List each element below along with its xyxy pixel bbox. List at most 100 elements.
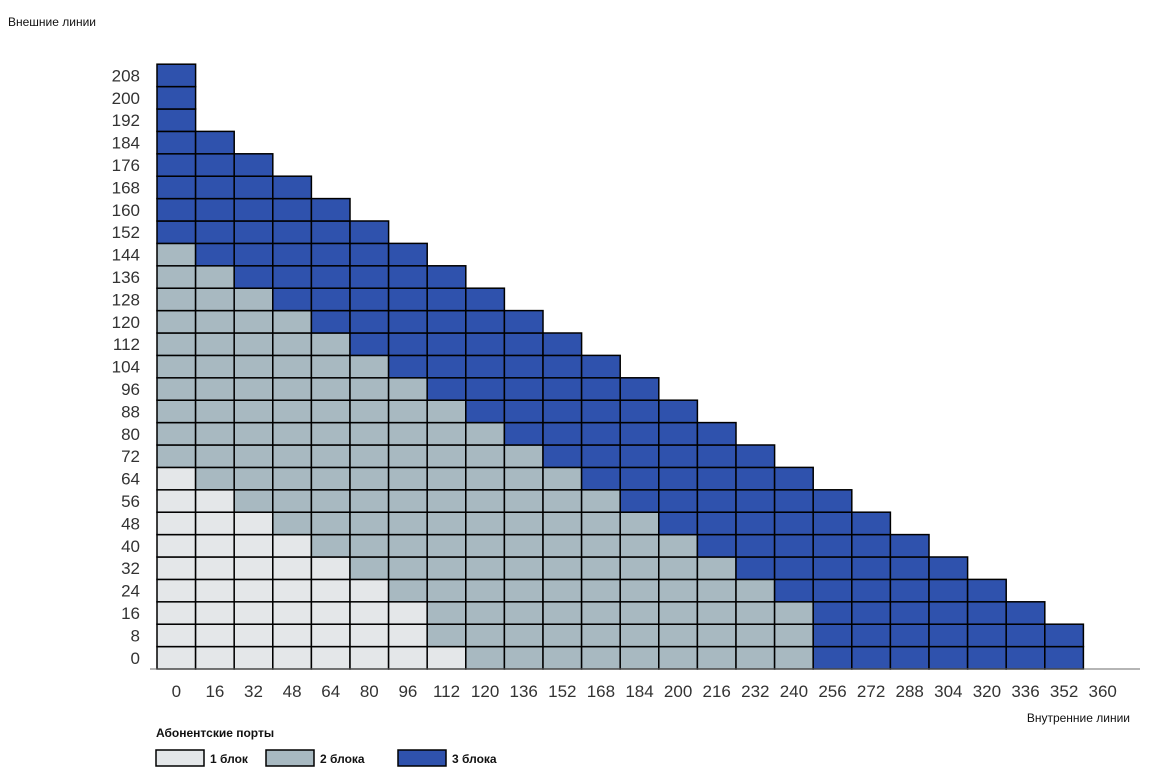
heatmap-cell <box>658 421 699 446</box>
heatmap-cell <box>310 354 351 379</box>
heatmap-cell <box>503 354 544 379</box>
heatmap-cell <box>387 645 428 670</box>
heatmap-cell <box>310 265 351 289</box>
x-tick-label: 0 <box>172 682 181 701</box>
heatmap-cell <box>272 511 313 536</box>
heatmap-cell <box>156 578 197 603</box>
heatmap-cell <box>349 377 390 401</box>
heatmap-cell <box>349 578 390 603</box>
heatmap-cell <box>387 377 428 401</box>
x-tick-label: 64 <box>321 682 340 701</box>
heatmap-cell <box>465 332 506 357</box>
x-tick-label: 240 <box>780 682 808 701</box>
heatmap-cell <box>696 466 737 491</box>
heatmap-cell <box>735 466 776 491</box>
heatmap-cell <box>851 511 892 536</box>
heatmap-cell <box>349 533 390 558</box>
heatmap-cell <box>889 623 930 648</box>
heatmap-cell <box>233 601 274 625</box>
heatmap-cell <box>194 489 235 513</box>
heatmap-cell <box>851 556 892 581</box>
heatmap-cell <box>233 466 274 491</box>
heatmap-cell <box>233 421 274 446</box>
x-tick-labels: 0 16 32 48 64 80 96 112 120 136 152 168 184 200 216 232… <box>172 682 1117 701</box>
heatmap-cell <box>851 601 892 625</box>
heatmap-cell <box>542 444 583 469</box>
heatmap-cell <box>194 578 235 603</box>
heatmap-cell <box>503 444 544 469</box>
heatmap-cell <box>812 533 853 558</box>
heatmap-cell <box>156 265 197 289</box>
heatmap-cell <box>465 645 506 670</box>
heatmap-cell <box>503 466 544 491</box>
heatmap-cell <box>156 623 197 648</box>
heatmap-cell <box>966 623 1007 648</box>
heatmap-cell <box>233 399 274 424</box>
heatmap-cell <box>387 601 428 625</box>
heatmap-cell <box>503 489 544 513</box>
heatmap-cell <box>387 511 428 536</box>
heatmap-cell <box>194 377 235 401</box>
heatmap-cell <box>349 354 390 379</box>
x-tick-label: 200 <box>664 682 692 701</box>
heatmap-cell <box>773 556 814 581</box>
heatmap-cell <box>349 242 390 267</box>
heatmap-cell <box>889 578 930 603</box>
heatmap-cell <box>812 623 853 648</box>
heatmap-cell <box>194 466 235 491</box>
heatmap-cell <box>426 489 467 513</box>
heatmap-cell <box>928 601 969 625</box>
heatmap-cell <box>156 399 197 424</box>
heatmap-cell <box>542 377 583 401</box>
heatmap-cell <box>310 623 351 648</box>
heatmap-cell <box>580 399 621 424</box>
y-tick-label: 56 <box>121 492 140 511</box>
heatmap-cell <box>542 354 583 379</box>
heatmap-cell <box>194 623 235 648</box>
heatmap-cell <box>387 578 428 603</box>
heatmap-cell <box>194 153 235 177</box>
heatmap-cell <box>426 466 467 491</box>
heatmap-cell <box>426 444 467 469</box>
heatmap-cell <box>349 556 390 581</box>
heatmap-cell <box>349 265 390 289</box>
heatmap-cell <box>349 511 390 536</box>
heatmap-cell <box>387 556 428 581</box>
legend-swatch-1 <box>155 749 205 767</box>
heatmap-cell <box>851 578 892 603</box>
y-tick-label: 72 <box>121 447 140 466</box>
heatmap-cell <box>928 578 969 603</box>
heatmap-cell <box>272 354 313 379</box>
heatmap-cell <box>426 421 467 446</box>
heatmap-cell <box>233 623 274 648</box>
heatmap-cell <box>542 332 583 357</box>
heatmap-cell <box>233 242 274 267</box>
heatmap-cell <box>735 489 776 513</box>
heatmap-cell <box>465 377 506 401</box>
heatmap-cell <box>465 466 506 491</box>
heatmap-cell <box>465 444 506 469</box>
heatmap-cell <box>503 601 544 625</box>
heatmap-cell <box>194 399 235 424</box>
heatmap-cell <box>233 220 274 245</box>
y-tick-label: 136 <box>112 268 140 287</box>
heatmap-cell <box>928 645 969 670</box>
heatmap-cell <box>156 309 197 334</box>
heatmap-cell <box>1005 623 1046 648</box>
heatmap-cell <box>387 309 428 334</box>
heatmap-cell <box>735 511 776 536</box>
heatmap-cell <box>272 242 313 267</box>
heatmap-cell <box>272 466 313 491</box>
heatmap-cell <box>387 489 428 513</box>
heatmap-cell <box>465 489 506 513</box>
heatmap-cell <box>773 533 814 558</box>
heatmap-cell <box>542 645 583 670</box>
heatmap-cell <box>658 466 699 491</box>
heatmap-cell <box>465 511 506 536</box>
heatmap-cell <box>156 108 197 133</box>
heatmap-cell <box>272 287 313 312</box>
heatmap-cell <box>426 623 467 648</box>
heatmap-cell <box>735 623 776 648</box>
heatmap-cell <box>233 153 274 177</box>
heatmap-cell <box>310 556 351 581</box>
